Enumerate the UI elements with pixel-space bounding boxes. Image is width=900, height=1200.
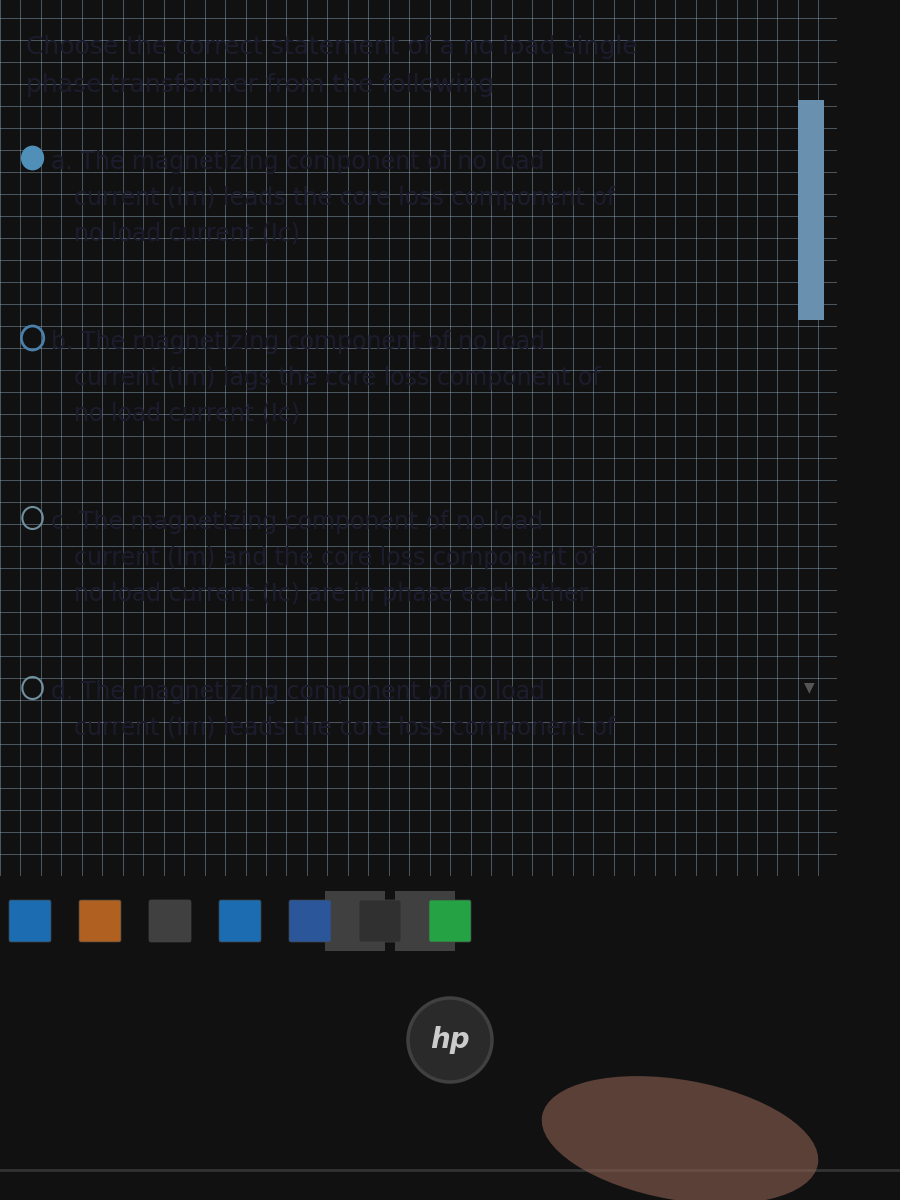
Text: ▼: ▼	[804, 680, 814, 694]
FancyBboxPatch shape	[289, 900, 331, 942]
FancyBboxPatch shape	[395, 890, 455, 950]
Text: current (Im) lags the core loss component of: current (Im) lags the core loss componen…	[75, 366, 601, 390]
Text: current (Im) leads the core loss component of: current (Im) leads the core loss compone…	[75, 716, 616, 740]
Circle shape	[22, 146, 43, 169]
Text: b. The magnetizing component of no load: b. The magnetizing component of no load	[51, 330, 545, 354]
Text: a. The magnetizing component of no load: a. The magnetizing component of no load	[51, 150, 544, 174]
FancyBboxPatch shape	[325, 890, 385, 950]
FancyBboxPatch shape	[219, 900, 261, 942]
Text: phase transformer from the following: phase transformer from the following	[26, 73, 494, 97]
FancyBboxPatch shape	[149, 900, 191, 942]
FancyBboxPatch shape	[359, 900, 401, 942]
FancyBboxPatch shape	[9, 900, 51, 942]
Circle shape	[28, 152, 37, 163]
FancyBboxPatch shape	[798, 100, 824, 320]
Text: no load current (Ic): no load current (Ic)	[75, 222, 301, 246]
Circle shape	[408, 998, 492, 1082]
Text: hp: hp	[430, 1026, 470, 1054]
Text: current (Im) and the core loss component of: current (Im) and the core loss component…	[75, 546, 598, 570]
Ellipse shape	[542, 1076, 818, 1200]
Text: d. The magnetizing component of no load: d. The magnetizing component of no load	[51, 680, 545, 704]
Text: Choose the correct statement of a no load single: Choose the correct statement of a no loa…	[26, 35, 638, 59]
Text: no load current (Ic): no load current (Ic)	[75, 402, 301, 426]
Text: no load current (Ic) are in phase each other: no load current (Ic) are in phase each o…	[75, 582, 589, 606]
Text: c. The magnetizing component of no load: c. The magnetizing component of no load	[51, 510, 544, 534]
FancyBboxPatch shape	[429, 900, 471, 942]
Text: current (Im) leads the core loss component of: current (Im) leads the core loss compone…	[75, 186, 616, 210]
FancyBboxPatch shape	[79, 900, 121, 942]
